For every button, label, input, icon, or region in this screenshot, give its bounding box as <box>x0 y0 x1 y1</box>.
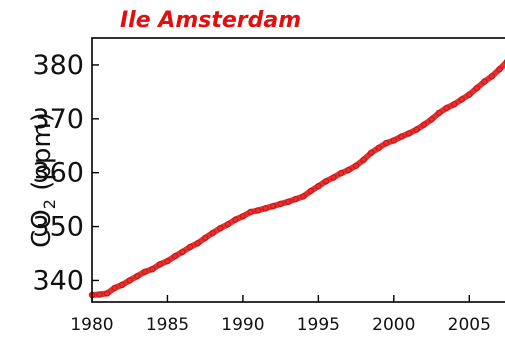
x-tick-label: 1990 <box>221 315 264 335</box>
data-point <box>496 65 503 73</box>
data-point <box>194 240 201 247</box>
series-line <box>89 59 505 298</box>
data-point <box>149 265 156 273</box>
data-point <box>428 116 435 123</box>
data-point <box>368 149 375 156</box>
data-point <box>345 166 352 174</box>
data-point <box>398 133 405 140</box>
data-point <box>307 187 314 195</box>
data-point <box>247 208 254 216</box>
y-tick-label: 370 <box>32 104 84 135</box>
x-tick-label: 2005 <box>448 315 491 335</box>
data-point <box>209 229 216 237</box>
y-tick-label: 340 <box>32 265 84 296</box>
data-point <box>300 193 307 200</box>
data-point <box>239 213 247 220</box>
data-point <box>481 78 488 85</box>
data-point <box>435 109 443 117</box>
data-point <box>111 284 118 292</box>
data-point <box>466 91 473 98</box>
data-point <box>352 162 360 169</box>
x-axis: 1980 1985 1990 1995 2000 2005 <box>70 295 491 335</box>
data-point <box>141 268 148 275</box>
data-point <box>126 277 133 284</box>
data-point <box>503 59 505 65</box>
y-tick-label: 360 <box>32 158 84 189</box>
data-point <box>217 224 224 232</box>
data-point <box>443 104 450 112</box>
data-point <box>224 221 231 228</box>
data-point <box>383 139 390 147</box>
data-point <box>458 96 465 103</box>
data-point <box>164 257 171 265</box>
data-point <box>254 207 262 214</box>
data-point <box>488 73 496 80</box>
data-point <box>171 253 179 260</box>
y-tick-label: 350 <box>32 212 84 243</box>
data-point <box>179 248 186 256</box>
x-tick-label: 1980 <box>70 315 113 335</box>
data-point <box>156 261 164 268</box>
data-point <box>337 169 345 177</box>
data-point <box>186 243 194 251</box>
data-point <box>96 291 103 298</box>
y-axis: 340 350 360 370 380 <box>32 50 99 296</box>
data-point <box>322 178 330 185</box>
data-point <box>413 126 420 133</box>
data-point <box>360 156 367 163</box>
data-point <box>451 101 458 108</box>
data-point <box>390 137 397 144</box>
data-series <box>88 59 505 299</box>
data-point <box>375 144 382 152</box>
data-point <box>330 174 337 181</box>
data-point <box>103 290 111 297</box>
x-tick-label: 2000 <box>372 315 415 335</box>
data-point <box>118 281 126 288</box>
data-point <box>201 234 209 242</box>
x-tick-label: 1995 <box>297 315 340 335</box>
data-point <box>232 216 239 223</box>
data-point <box>292 195 299 203</box>
data-point <box>277 200 284 208</box>
chart-title: Ile Amsterdam <box>120 8 301 33</box>
data-point <box>473 84 480 92</box>
data-point <box>262 205 269 212</box>
x-tick-label: 1985 <box>146 315 189 335</box>
data-point <box>315 182 322 190</box>
plot-frame <box>91 37 505 303</box>
data-point <box>134 272 141 280</box>
data-point <box>285 198 292 205</box>
data-point <box>405 130 413 137</box>
y-axis-label: CO2 (ppm) <box>27 112 59 248</box>
y-tick-label: 380 <box>32 50 84 81</box>
data-point <box>420 121 428 128</box>
data-point <box>269 202 277 210</box>
